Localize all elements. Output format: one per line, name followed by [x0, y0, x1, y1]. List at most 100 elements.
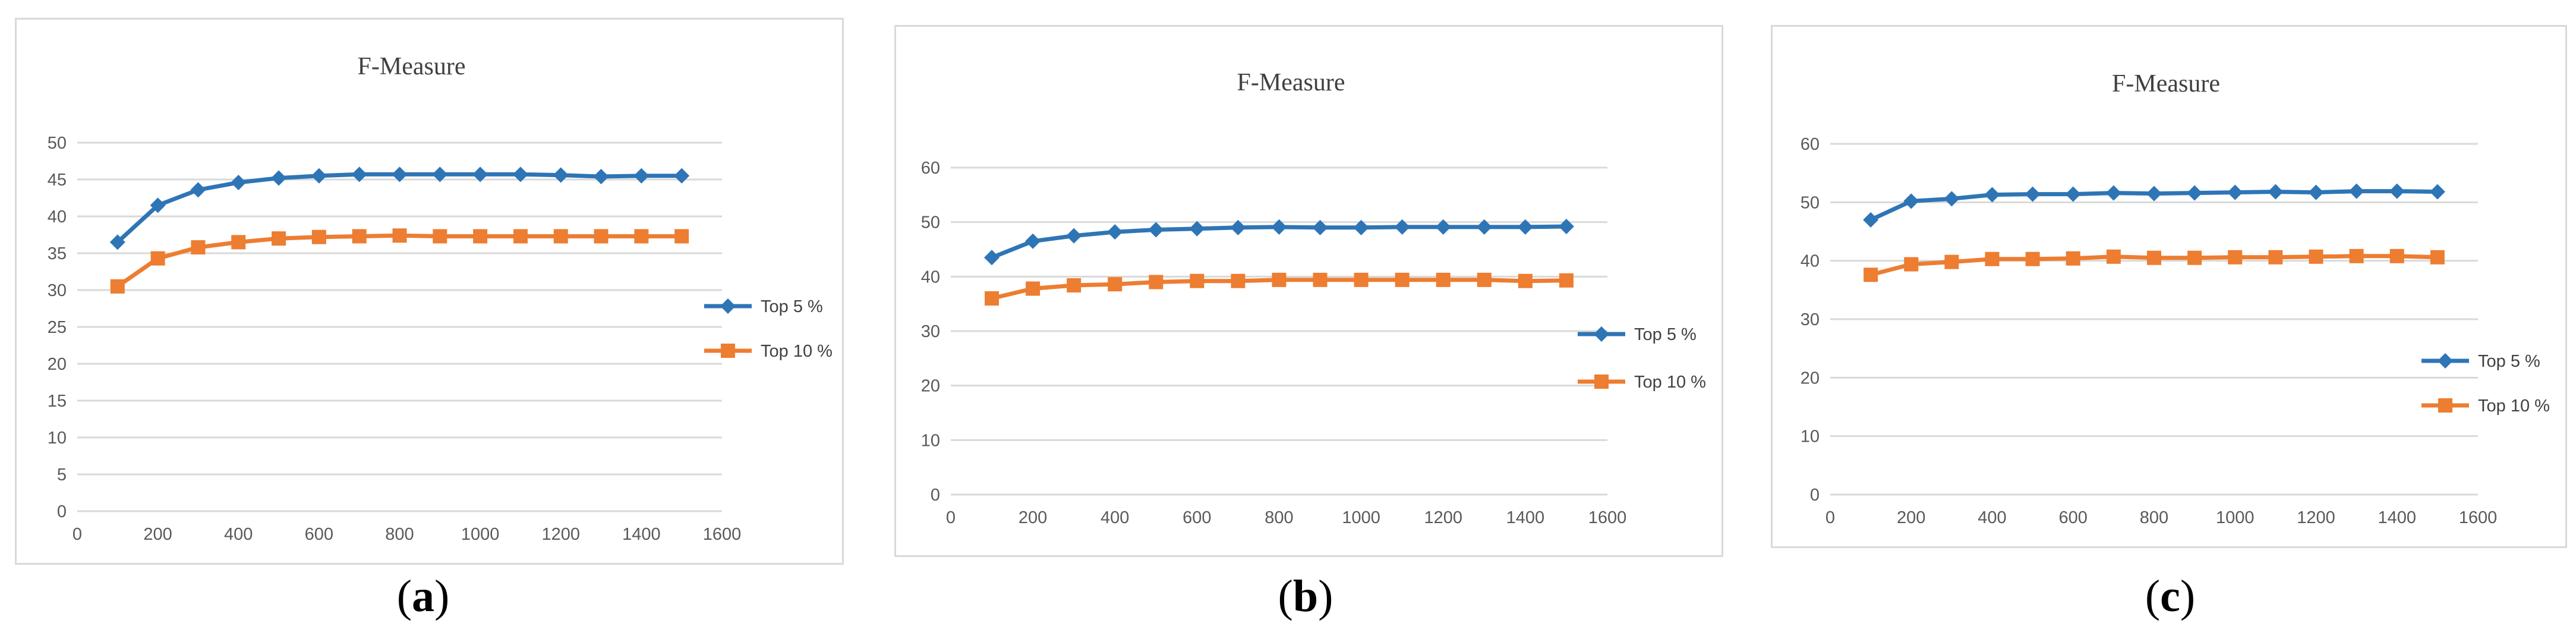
caption-c: (c): [2145, 571, 2196, 621]
legend-marker: [720, 298, 736, 314]
data-point: [2146, 185, 2162, 202]
chart-title: F-Measure: [1237, 69, 1345, 96]
x-tick-label: 1400: [622, 525, 661, 544]
data-point: [433, 229, 447, 244]
legend-marker: [1594, 374, 1609, 389]
data-point: [674, 168, 690, 184]
data-point: [311, 168, 327, 184]
x-tick-label: 200: [1019, 508, 1047, 527]
data-point: [1190, 273, 1205, 288]
data-point: [2309, 249, 2323, 264]
chart-title: F-Measure: [2112, 70, 2220, 97]
data-point: [1312, 219, 1328, 235]
x-tick-label: 0: [946, 508, 956, 527]
legend-label: Top 10 %: [2478, 396, 2550, 416]
legend-marker: [2438, 353, 2453, 369]
data-point: [2066, 251, 2080, 266]
legend-entry: Top 5 %: [704, 297, 823, 316]
data-point: [1558, 219, 1574, 234]
y-tick-label: 35: [48, 244, 67, 263]
y-tick-label: 45: [48, 171, 67, 190]
legend-entry: Top 5 %: [1578, 325, 1697, 344]
data-point: [512, 166, 528, 182]
data-point: [472, 166, 488, 182]
y-tick-label: 40: [48, 207, 67, 226]
x-tick-label: 1600: [1588, 508, 1627, 527]
legend-marker: [1594, 326, 1609, 342]
legend-label: Top 5 %: [2478, 352, 2540, 371]
y-tick-label: 50: [921, 213, 940, 232]
data-point: [1271, 219, 1287, 235]
data-point: [271, 170, 287, 186]
data-point: [473, 229, 488, 244]
data-point: [2389, 248, 2404, 263]
data-point: [109, 234, 125, 250]
data-point: [1559, 273, 1574, 288]
series-top-5: [984, 219, 1574, 266]
data-point: [1904, 257, 1919, 272]
data-point: [110, 279, 125, 294]
chart-area: [1771, 25, 2567, 548]
data-point: [1107, 224, 1123, 240]
x-tick-label: 600: [1183, 508, 1211, 527]
data-point: [1435, 219, 1451, 235]
chart-panel-b: F-Measure 0 10 20 30 40 50 60 0 200 400 600 800 1000 1…: [894, 25, 1723, 557]
x-tick-label: 1200: [2297, 508, 2335, 527]
x-tick-label: 800: [385, 525, 414, 544]
y-tick-label: 0: [1810, 486, 1820, 505]
caption-b: (b): [1278, 571, 1333, 621]
x-tick-label: 1200: [541, 525, 580, 544]
data-point: [2187, 250, 2202, 265]
data-point: [2268, 250, 2283, 265]
data-point: [2227, 184, 2243, 200]
y-tick-label: 10: [1801, 427, 1820, 446]
x-tick-label: 1400: [1506, 508, 1545, 527]
y-tick-label: 25: [48, 318, 67, 337]
legend-entry: Top 5 %: [2421, 352, 2540, 371]
x-tick-label: 200: [1897, 508, 1925, 527]
x-tick-label: 1600: [2459, 508, 2498, 527]
x-tick-label: 0: [1825, 508, 1835, 527]
data-point: [191, 240, 206, 255]
chart-svg: F-Measure 0 5 10 15 20 25 30 35 40 45 50 0 200 400 600 8…: [15, 18, 844, 565]
data-point: [1231, 273, 1246, 288]
legend-marker: [2438, 398, 2452, 413]
data-point: [2228, 250, 2243, 265]
chart-panel-c: F-Measure 0 10 20 30 40 50 60 0 200 400 600 800 1000 1…: [1771, 25, 2567, 548]
x-tick-label: 200: [143, 525, 172, 544]
y-tick-label: 40: [1801, 252, 1820, 271]
data-point: [674, 229, 689, 244]
y-tick-label: 20: [921, 377, 940, 396]
data-point: [2349, 248, 2364, 263]
y-tick-label: 0: [57, 502, 67, 521]
series-top-10: [1864, 248, 2445, 282]
data-point: [2147, 250, 2161, 265]
x-tick-label: 1000: [1342, 508, 1380, 527]
x-tick-label: 400: [1101, 508, 1129, 527]
data-point: [190, 182, 206, 198]
data-point: [1272, 272, 1287, 287]
data-point: [2348, 183, 2364, 199]
data-point: [150, 251, 165, 266]
data-point: [1476, 219, 1492, 235]
y-tick-label: 15: [48, 392, 67, 411]
y-tick-label: 30: [921, 322, 940, 341]
legend-label: Top 5 %: [761, 297, 823, 316]
data-point: [392, 166, 408, 182]
data-point: [634, 229, 649, 244]
data-point: [1149, 275, 1164, 289]
legend-label: Top 10 %: [761, 342, 833, 361]
data-point: [1353, 219, 1369, 235]
y-tick-label: 0: [931, 486, 940, 505]
caption-letter: c: [2160, 571, 2180, 621]
y-tick-label: 30: [1801, 310, 1820, 329]
caption-letter: b: [1292, 571, 1319, 621]
data-point: [351, 166, 367, 182]
data-point: [272, 231, 286, 246]
data-point: [2187, 185, 2203, 201]
data-point: [1436, 272, 1451, 287]
legend-label: Top 10 %: [1634, 373, 1706, 392]
legend-entry: Top 10 %: [704, 342, 833, 361]
